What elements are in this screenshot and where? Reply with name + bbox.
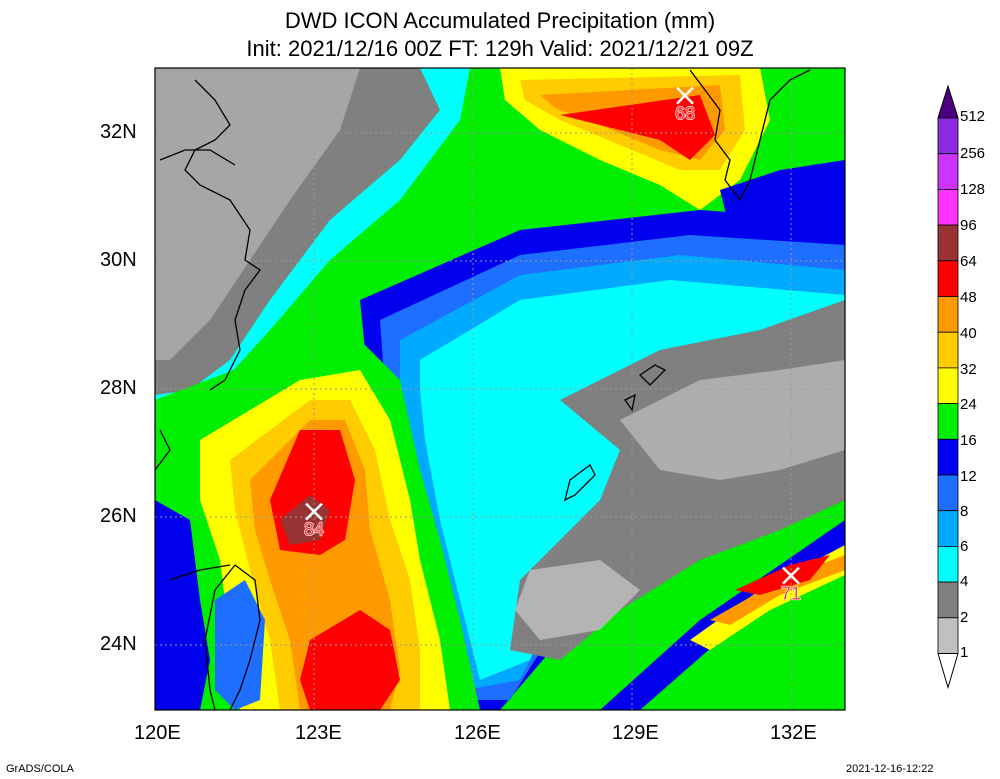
y-tick-label: 30N xyxy=(100,249,137,271)
precip-field xyxy=(155,68,845,710)
colorbar xyxy=(937,84,959,690)
y-tick-label: 32N xyxy=(100,121,137,143)
colorbar-swatch xyxy=(937,403,959,440)
colorbar-label: 64 xyxy=(960,253,977,270)
maximum-value: 71 xyxy=(781,584,801,604)
colorbar-label: 96 xyxy=(960,217,977,234)
colorbar-label: 16 xyxy=(960,432,977,449)
colorbar-label: 4 xyxy=(960,573,969,590)
colorbar-swatch xyxy=(937,510,959,547)
x-tick-label: 126E xyxy=(454,722,501,744)
maximum-cross xyxy=(676,86,694,105)
chart-title: DWD ICON Accumulated Precipitation (mm) xyxy=(284,8,716,33)
colorbar-swatch xyxy=(937,367,959,404)
footer-software: GrADS/COLA xyxy=(6,763,74,775)
y-tick-label: 24N xyxy=(100,633,137,655)
colorbar-swatch xyxy=(937,188,959,226)
colorbar-swatch xyxy=(937,260,959,297)
maximum-cross xyxy=(305,502,323,521)
x-tick-label: 132E xyxy=(770,722,817,744)
coastlines xyxy=(155,69,811,710)
colorbar-swatch xyxy=(937,296,959,333)
colorbar-label: 24 xyxy=(960,396,977,413)
colorbar-label: 48 xyxy=(960,289,977,306)
colorbar-swatch xyxy=(937,546,959,583)
colorbar-label: 512 xyxy=(960,108,986,125)
x-tick-label: 120E xyxy=(134,722,181,744)
colorbar-swatch xyxy=(937,474,959,512)
maximum-marker: 84 xyxy=(303,502,325,540)
footer-timestamp: 2021-12-16-12:22 xyxy=(846,763,934,775)
colorbar-swatch xyxy=(937,224,959,262)
colorbar-label: 6 xyxy=(960,538,969,555)
x-tick-label: 123E xyxy=(295,722,342,744)
colorbar-swatch xyxy=(937,581,959,619)
colorbar-arrow-bottom xyxy=(937,653,959,690)
maximum-marker: 68 xyxy=(674,86,696,124)
colorbar-swatch xyxy=(937,331,959,369)
maxima-markers: 68 84 71 xyxy=(303,86,802,604)
colorbar-swatch xyxy=(937,438,959,476)
colorbar-label: 12 xyxy=(960,468,977,485)
y-tick-label: 26N xyxy=(100,505,137,527)
colorbar-label: 8 xyxy=(960,503,969,520)
colorbar-label: 128 xyxy=(960,181,986,198)
map-frame xyxy=(154,67,846,711)
maximum-value: 68 xyxy=(675,104,695,124)
colorbar-swatch xyxy=(937,153,959,190)
maximum-value: 84 xyxy=(304,520,324,540)
colorbar-label: 2 xyxy=(960,609,969,626)
maximum-marker: 71 xyxy=(780,566,802,604)
colorbar-arrow-top xyxy=(937,84,959,119)
colorbar-swatch xyxy=(937,617,959,654)
grid-lines xyxy=(155,68,845,710)
colorbar-label: 256 xyxy=(960,145,986,162)
chart-subtitle: Init: 2021/12/16 00Z FT: 129h Valid: 202… xyxy=(246,36,754,61)
colorbar-label: 40 xyxy=(960,325,977,342)
y-tick-label: 28N xyxy=(100,377,137,399)
maximum-cross xyxy=(782,566,800,585)
x-tick-label: 129E xyxy=(612,722,659,744)
colorbar-label: 32 xyxy=(960,361,977,378)
colorbar-label: 1 xyxy=(960,644,969,661)
colorbar-swatch xyxy=(937,117,959,155)
